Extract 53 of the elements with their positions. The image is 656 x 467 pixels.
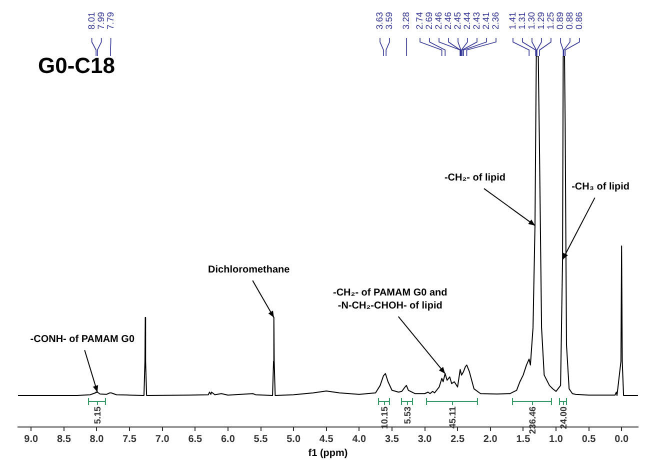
x-tick-label: 2.5	[450, 434, 465, 445]
annotation: 236.46	[527, 406, 538, 434]
annotation: 5.15	[92, 406, 102, 424]
annotation: 2.36	[490, 12, 500, 30]
x-tick-label: 3.5	[385, 434, 400, 445]
annotation: 3.28	[400, 12, 411, 30]
annotation: 2.45	[452, 12, 462, 30]
annotation: -CH₃ of lipid	[572, 181, 630, 192]
x-tick-label: 2.0	[483, 434, 498, 445]
annotation: -CH₂- of lipid	[444, 172, 506, 184]
annotation: 1.31	[516, 12, 527, 30]
annotation: 3.59	[384, 12, 394, 30]
x-tick-label: 5.0	[286, 434, 301, 445]
annotation: 2.41	[481, 12, 491, 30]
x-tick-label: 9.0	[24, 434, 39, 445]
annotation: 2.46	[443, 12, 453, 30]
x-tick-label: 3.0	[418, 434, 432, 445]
annotation: 5.53	[402, 406, 412, 424]
annotation: -CONH- of PAMAM G0	[30, 334, 135, 345]
annotation: 2.44	[462, 12, 472, 30]
annotation: -CH₂- of PAMAM G0 and -N-CH₂-CHOH- of lipid	[332, 287, 448, 312]
x-axis-title: f1 (ppm)	[308, 448, 348, 459]
x-tick-label: 4.5	[319, 434, 334, 445]
annotation: 0.88	[564, 12, 574, 30]
x-tick-label: 7.5	[122, 434, 137, 445]
annotation: 3.63	[374, 12, 384, 30]
x-tick-label: 5.5	[254, 434, 268, 445]
annotation: 2.69	[424, 12, 434, 30]
annotation: 1.41	[507, 12, 518, 30]
annotation: 0.86	[574, 12, 584, 30]
annotation: 45.11	[447, 406, 458, 428]
annotation: 2.43	[472, 12, 482, 30]
x-tick-label: 6.0	[220, 434, 236, 445]
annotation: 0.89	[554, 12, 565, 30]
x-tick-label: 1.0	[549, 434, 564, 445]
x-tick-label: 0.5	[582, 434, 596, 445]
annotation: 7.99	[96, 12, 106, 30]
annotation: 7.79	[105, 12, 116, 30]
annotation: 1.29	[536, 12, 546, 30]
x-tick-label: 7.0	[155, 434, 170, 445]
chart-title: G0-C18	[38, 53, 116, 78]
annotation: 1.30	[526, 12, 536, 30]
x-tick-label: 4.0	[352, 434, 367, 445]
annotation: 2.74	[414, 12, 424, 30]
x-tick-label: 0.0	[614, 434, 629, 445]
annotation: 1.25	[545, 12, 556, 30]
annotation: 2.46	[434, 12, 444, 30]
annotation: 8.01	[86, 12, 96, 30]
x-tick-label: 8.5	[56, 434, 72, 445]
x-tick-label: 1.5	[516, 434, 531, 445]
x-tick-label: 6.5	[188, 434, 203, 445]
annotation: Dichloromethane	[208, 264, 290, 276]
x-tick-label: 8.0	[90, 434, 104, 445]
